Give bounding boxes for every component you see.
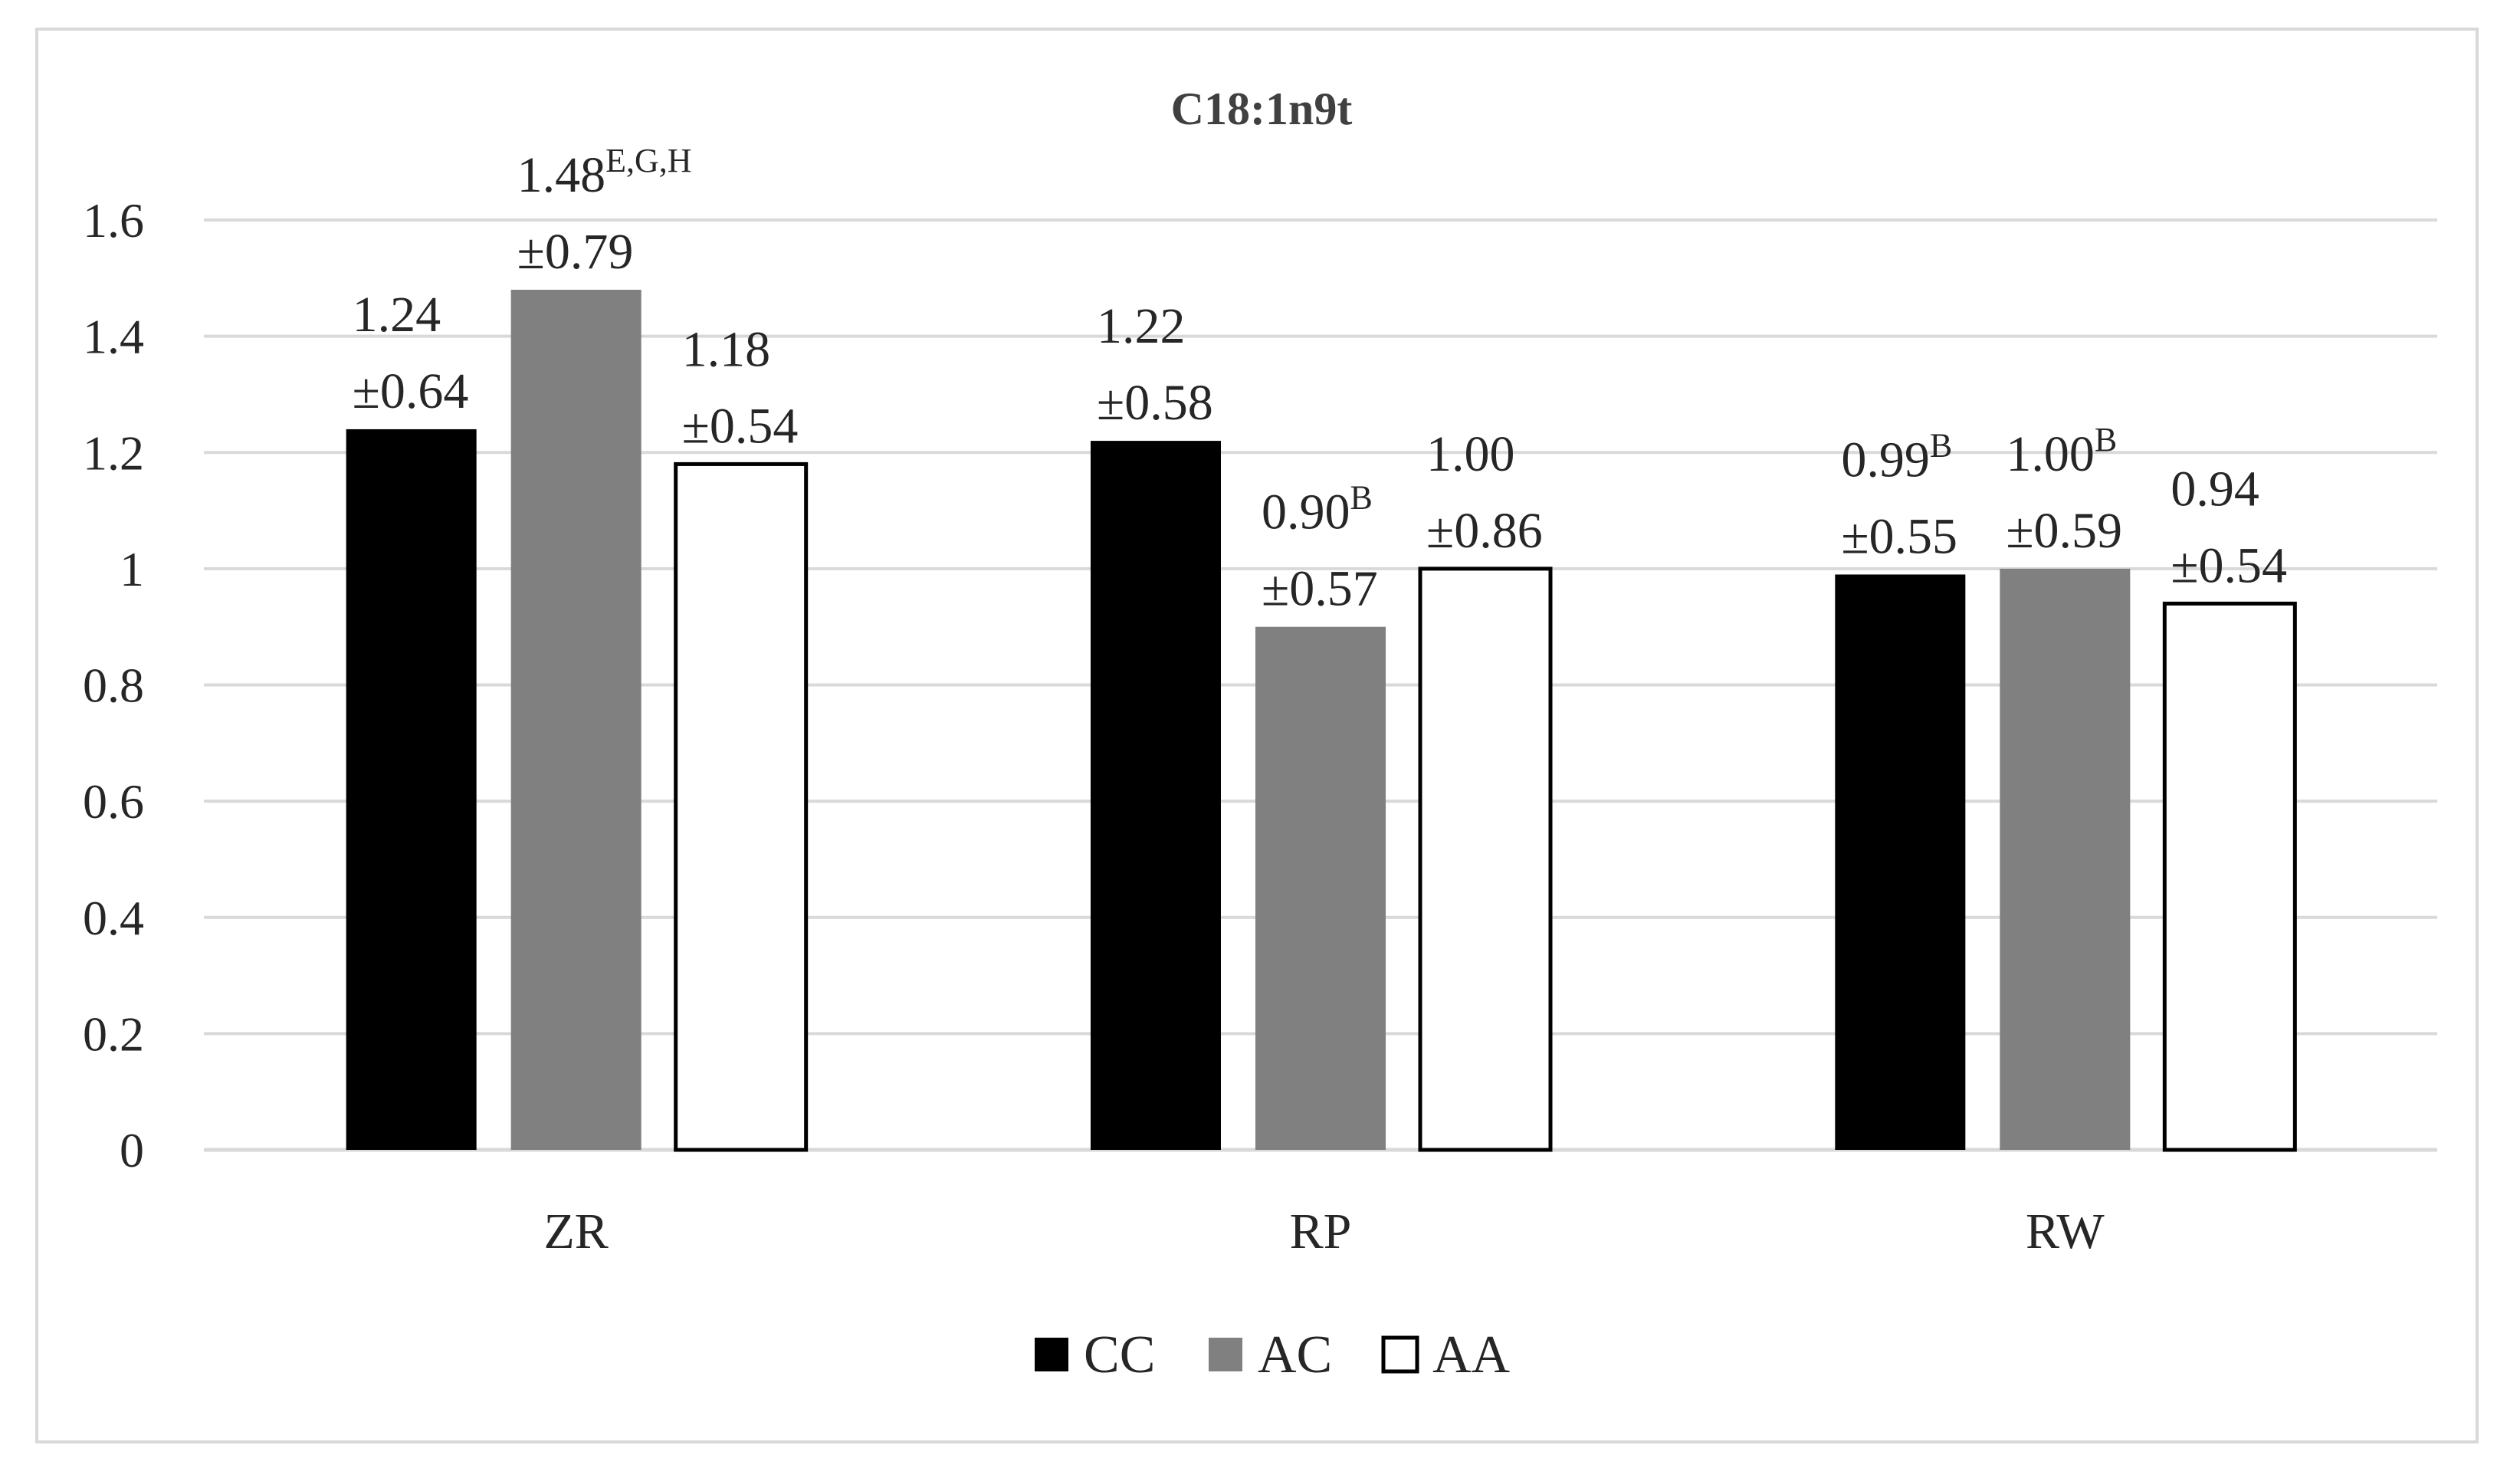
y-tick-label: 1 [120, 542, 144, 596]
legend-swatch-cc [1035, 1338, 1068, 1371]
legend-label-cc: CC [1084, 1325, 1155, 1384]
bar-ac-rw [2000, 568, 2131, 1150]
data-label-value: 0.90B [1262, 479, 1373, 540]
legend-swatch-aa [1381, 1335, 1419, 1374]
chart-title: C18:1n9t [1171, 84, 1353, 134]
data-label-value: 1.00B [2006, 421, 2117, 482]
y-tick-label: 1.4 [83, 310, 144, 364]
bar-ac-rp [1255, 626, 1386, 1150]
data-label-sd: ±0.79 [517, 224, 634, 280]
data-label-superscript: B [2095, 421, 2117, 458]
y-tick-label: 0.2 [83, 1007, 144, 1061]
data-label-superscript: E,G,H [605, 142, 691, 179]
y-tick-label: 0.4 [83, 891, 144, 945]
data-label-sd: ±0.59 [2006, 503, 2122, 559]
data-label-sd: ±0.58 [1097, 375, 1213, 431]
bar-aa-zr [674, 461, 809, 1152]
x-category-label: RP [1290, 1204, 1352, 1259]
bar-cc-rw [1835, 574, 1966, 1150]
data-label-value: 0.99B [1841, 426, 1952, 488]
legend-label-aa: AA [1432, 1325, 1511, 1384]
data-label-superscript: B [1350, 479, 1373, 517]
bars [346, 289, 2297, 1152]
data-label-value: 0.94 [2171, 461, 2259, 517]
data-label-value: 1.24 [353, 287, 441, 343]
data-label-sd: ±0.86 [1426, 503, 1543, 559]
data-label-value: 1.00 [1426, 426, 1515, 482]
legend-label-ac: AC [1258, 1325, 1332, 1384]
bar-aa-rw [2162, 601, 2297, 1152]
data-label-sd: ±0.54 [2171, 537, 2287, 593]
x-axis-categories: ZR RP RW [543, 1204, 2105, 1259]
x-category-label: ZR [543, 1204, 608, 1259]
y-tick-label: 1.2 [83, 425, 144, 480]
data-label-sd: ±0.54 [682, 398, 799, 454]
y-axis-ticks: 0 0.2 0.4 0.6 0.8 1 1.2 1.4 1.6 [83, 193, 144, 1177]
x-category-label: RW [2026, 1204, 2105, 1259]
bar-ac-zr [510, 289, 641, 1151]
data-labels: 1.24 ±0.64 1.48E,G,H ±0.79 1.18 ±0.54 1.22 ±0.5… [353, 142, 2287, 617]
legend: CC AC AA [1035, 1325, 1511, 1384]
y-tick-label: 1.6 [83, 193, 144, 248]
data-label-superscript: B [1930, 426, 1952, 464]
data-label-sd: ±0.55 [1841, 508, 1957, 564]
y-tick-label: 0.8 [83, 658, 144, 713]
bar-cc-zr [346, 429, 477, 1150]
data-label-value: 1.22 [1097, 298, 1186, 354]
y-tick-label: 0 [120, 1123, 144, 1177]
data-label-sd: ±0.64 [353, 363, 469, 419]
y-tick-label: 0.6 [83, 774, 144, 829]
data-label-value: 1.18 [682, 321, 771, 377]
bar-aa-rp [1418, 567, 1553, 1152]
data-label-value: 1.48E,G,H [517, 142, 692, 203]
data-label-sd: ±0.57 [1262, 561, 1378, 617]
bar-cc-rp [1091, 441, 1221, 1150]
legend-swatch-ac [1209, 1338, 1242, 1371]
